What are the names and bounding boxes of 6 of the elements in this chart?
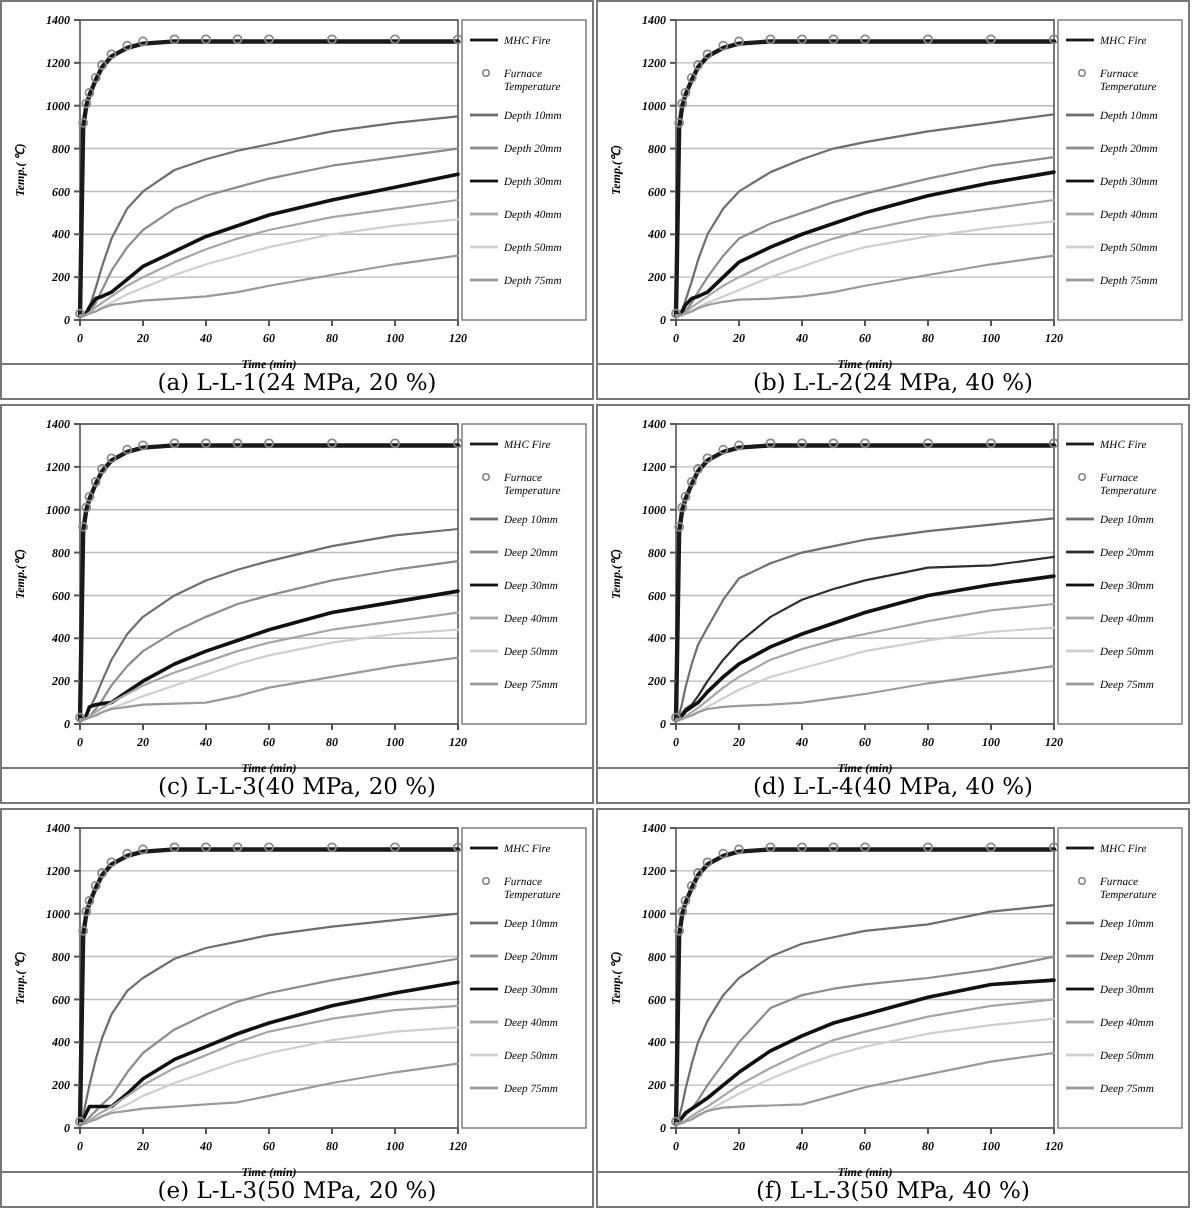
text: (b) L-L-2(24 MPa, 40 %) bbox=[753, 368, 1033, 396]
text: (d) L-L-4(40 MPa, 40 %) bbox=[753, 772, 1033, 800]
text: (e) L-L-3(50 MPa, 20 %) bbox=[157, 1176, 437, 1204]
text: (c) L-L-3(40 MPa, 20 %) bbox=[157, 772, 437, 800]
text: (f) L-L-3(50 MPa, 40 %) bbox=[756, 1176, 1030, 1204]
text: (a) L-L-1(24 MPa, 20 %) bbox=[157, 368, 437, 396]
